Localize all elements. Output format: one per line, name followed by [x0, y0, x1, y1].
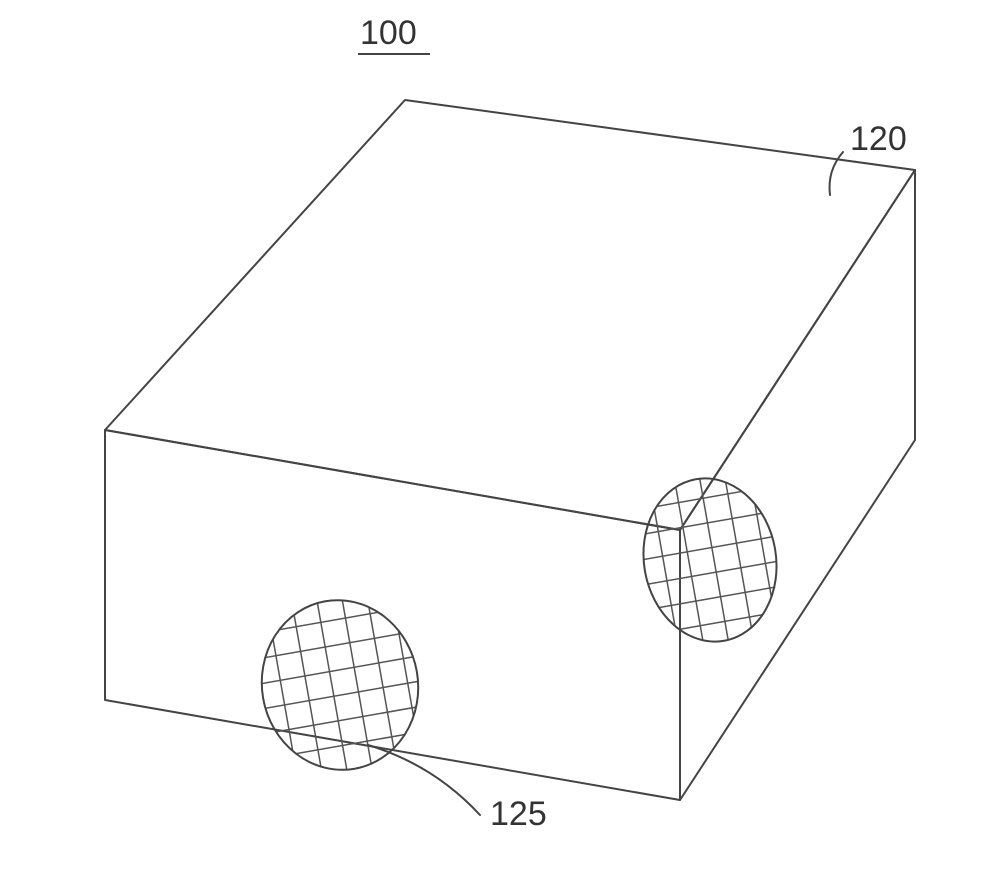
box-right-face — [680, 170, 915, 800]
vent-opening — [243, 582, 438, 788]
assembly-reference-number: 100 — [360, 14, 417, 53]
vent-reference-number: 125 — [490, 795, 547, 834]
vent-opening — [625, 462, 795, 658]
box-reference-number: 120 — [850, 120, 907, 159]
box-top-face — [105, 100, 915, 530]
